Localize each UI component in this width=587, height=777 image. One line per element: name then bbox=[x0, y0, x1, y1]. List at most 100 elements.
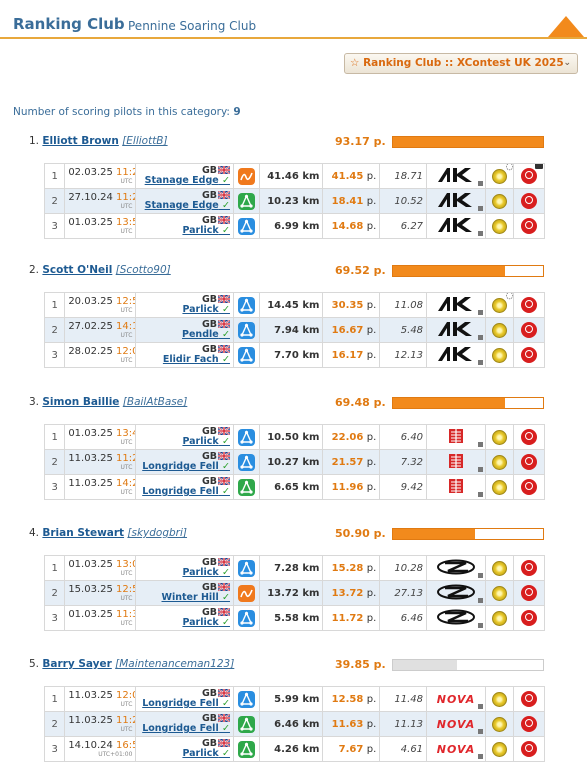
flight-type-cell bbox=[232, 686, 261, 712]
takeoff-site-link[interactable]: Parlick ✓ bbox=[139, 568, 230, 578]
flight-detail-icon[interactable] bbox=[492, 454, 508, 470]
takeoff-site-link[interactable]: Longridge Fell ✓ bbox=[139, 462, 230, 472]
zoom-map-icon[interactable] bbox=[521, 610, 538, 626]
flight-detail-icon[interactable] bbox=[492, 716, 508, 732]
flight-detail-icon[interactable] bbox=[492, 741, 508, 757]
zoom-map-icon[interactable] bbox=[521, 297, 538, 313]
zoom-map-icon[interactable] bbox=[521, 716, 538, 732]
zoom-map-icon[interactable] bbox=[521, 322, 538, 338]
flight-detail-icon[interactable] bbox=[492, 297, 508, 313]
free-flight-icon[interactable] bbox=[238, 167, 256, 185]
table-row[interactable]: 328.02.25 12:00UTCGBElidir Fach ✓7.70 km… bbox=[43, 342, 545, 368]
table-row[interactable]: 227.10.24 11:25UTCGBStanage Edge ✓10.23 … bbox=[43, 188, 545, 214]
zoom-map-icon[interactable] bbox=[521, 168, 538, 184]
open-distance-icon[interactable] bbox=[238, 609, 256, 627]
table-row[interactable]: 211.03.25 11:21UTCGBLongridge Fell ✓6.46… bbox=[43, 711, 545, 737]
table-row[interactable]: 111.03.25 12:08UTCGBLongridge Fell ✓5.99… bbox=[43, 686, 545, 712]
flight-detail-icon[interactable] bbox=[492, 429, 508, 445]
flight-time: 12:59 bbox=[116, 295, 135, 307]
takeoff-site-link[interactable]: Longridge Fell ✓ bbox=[139, 724, 230, 734]
open-distance-icon[interactable] bbox=[238, 428, 256, 446]
flight-detail-icon[interactable] bbox=[492, 479, 508, 495]
pilot-name-link[interactable]: Scott O'Neil bbox=[42, 264, 113, 276]
flight-detail-icon[interactable] bbox=[492, 610, 508, 626]
flat-triangle-icon[interactable] bbox=[238, 192, 256, 210]
table-row[interactable]: 301.03.25 13:59UTCGBParlick ✓6.99 km14.6… bbox=[43, 213, 545, 239]
takeoff-site-link[interactable]: Elidir Fach ✓ bbox=[139, 355, 230, 365]
table-row[interactable]: 101.03.25 13:44UTCGBParlick ✓10.50 km22.… bbox=[43, 424, 545, 450]
pilot-alias-link[interactable]: [skydogbri] bbox=[127, 527, 188, 539]
zoom-map-icon[interactable] bbox=[521, 741, 538, 757]
free-flight-icon[interactable] bbox=[238, 584, 256, 602]
verified-check-icon: ✓ bbox=[218, 748, 230, 759]
pilot-header: 5. Barry Sayer [Maintenanceman123] 39.85 … bbox=[29, 658, 549, 674]
takeoff-site-link[interactable]: Parlick ✓ bbox=[139, 437, 230, 447]
open-distance-icon[interactable] bbox=[238, 453, 256, 471]
flight-detail-icon[interactable] bbox=[492, 347, 508, 363]
open-distance-icon[interactable] bbox=[238, 321, 256, 339]
flight-detail-icon[interactable] bbox=[492, 585, 508, 601]
flat-triangle-icon[interactable] bbox=[238, 740, 256, 758]
flight-detail-icon[interactable] bbox=[492, 168, 508, 184]
takeoff-site-link[interactable]: Stanage Edge ✓ bbox=[139, 201, 230, 211]
takeoff-site-link[interactable]: Parlick ✓ bbox=[139, 305, 230, 315]
flight-detail-icon[interactable] bbox=[492, 691, 508, 707]
table-row[interactable]: 311.03.25 14:28UTCGBLongridge Fell ✓6.65… bbox=[43, 474, 545, 500]
ranking-select[interactable]: ☆ Ranking Club :: XContest UK 2025 ⌄ bbox=[344, 53, 578, 74]
table-row[interactable]: 102.03.25 11:29UTCGBStanage Edge ✓41.46 … bbox=[43, 163, 545, 189]
flight-timezone: UTC bbox=[120, 619, 133, 627]
ozone-glider-logo bbox=[437, 584, 476, 599]
camera-icon[interactable] bbox=[535, 164, 543, 169]
flight-distance: 5.99 km bbox=[259, 686, 324, 712]
zoom-map-icon[interactable] bbox=[521, 429, 538, 445]
zoom-map-icon[interactable] bbox=[521, 218, 538, 234]
open-distance-icon[interactable] bbox=[238, 690, 256, 708]
pilot-alias-link[interactable]: [Maintenanceman123] bbox=[115, 658, 235, 670]
zoom-map-icon[interactable] bbox=[521, 347, 538, 363]
flight-detail-icon[interactable] bbox=[492, 218, 508, 234]
comment-icon[interactable]: ◌ bbox=[505, 292, 514, 302]
pilot-alias-link[interactable]: [BailAtBase] bbox=[122, 396, 188, 408]
takeoff-site-link[interactable]: Parlick ✓ bbox=[139, 749, 230, 759]
table-row[interactable]: 120.03.25 12:59UTCGBParlick ✓14.45 km30.… bbox=[43, 292, 545, 318]
open-distance-icon[interactable] bbox=[238, 296, 256, 314]
takeoff-site-link[interactable]: Stanage Edge ✓ bbox=[139, 176, 230, 186]
open-distance-icon[interactable] bbox=[238, 217, 256, 235]
zoom-map-icon[interactable] bbox=[521, 585, 538, 601]
country-code: GB bbox=[201, 215, 217, 226]
takeoff-site-link[interactable]: Parlick ✓ bbox=[139, 618, 230, 628]
zoom-map-icon[interactable] bbox=[521, 479, 538, 495]
flight-detail-icon[interactable] bbox=[492, 193, 508, 209]
pilot-alias-link[interactable]: [Scotto90] bbox=[115, 264, 171, 276]
zoom-map-icon[interactable] bbox=[521, 691, 538, 707]
zoom-map-icon[interactable] bbox=[521, 560, 538, 576]
pilot-name-link[interactable]: Brian Stewart bbox=[42, 527, 125, 539]
takeoff-site-name: Parlick bbox=[182, 225, 219, 236]
pilot-name-link[interactable]: Simon Baillie bbox=[42, 396, 120, 408]
pilot-alias-link[interactable]: [ElliottB] bbox=[122, 135, 168, 147]
open-distance-icon[interactable] bbox=[238, 346, 256, 364]
pilot-name-link[interactable]: Barry Sayer bbox=[42, 658, 112, 670]
table-row[interactable]: 301.03.25 11:34UTCGBParlick ✓5.58 km11.7… bbox=[43, 605, 545, 631]
table-row[interactable]: 211.03.25 11:22UTCGBLongridge Fell ✓10.2… bbox=[43, 449, 545, 475]
takeoff-site-link[interactable]: Pendle ✓ bbox=[139, 330, 230, 340]
table-row[interactable]: 227.02.25 14:10UTCGBPendle ✓7.94 km16.67… bbox=[43, 317, 545, 343]
takeoff-site-link[interactable]: Longridge Fell ✓ bbox=[139, 699, 230, 709]
flat-triangle-icon[interactable] bbox=[238, 478, 256, 496]
flat-triangle-icon[interactable] bbox=[238, 715, 256, 733]
zoom-map-icon[interactable] bbox=[521, 454, 538, 470]
takeoff-site-link[interactable]: Winter Hill ✓ bbox=[139, 593, 230, 603]
takeoff-site-link[interactable]: Longridge Fell ✓ bbox=[139, 487, 230, 497]
table-row[interactable]: 215.03.25 12:53UTCGBWinter Hill ✓13.72 k… bbox=[43, 580, 545, 606]
flight-timezone: UTC bbox=[120, 569, 133, 577]
open-distance-icon[interactable] bbox=[238, 559, 256, 577]
pilot-rank: 1. bbox=[29, 135, 40, 147]
flight-detail-icon[interactable] bbox=[492, 560, 508, 576]
comment-icon[interactable]: ◌ bbox=[505, 163, 514, 173]
flight-detail-icon[interactable] bbox=[492, 322, 508, 338]
zoom-map-icon[interactable] bbox=[521, 193, 538, 209]
takeoff-site-link[interactable]: Parlick ✓ bbox=[139, 226, 230, 236]
table-row[interactable]: 101.03.25 13:04UTCGBParlick ✓7.28 km15.2… bbox=[43, 555, 545, 581]
pilot-name-link[interactable]: Elliott Brown bbox=[42, 135, 119, 147]
